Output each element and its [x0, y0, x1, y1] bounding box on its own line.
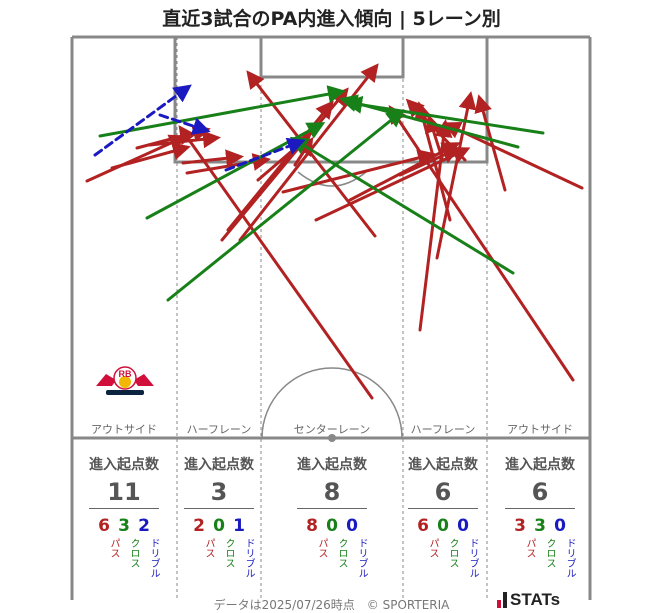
- lane-1-pass-label: パス: [203, 538, 214, 558]
- lane-2-cross-count: 0: [326, 516, 338, 536]
- lane-2-dribble-count: 0: [346, 516, 358, 536]
- lane-0-cross-label: クロス: [128, 538, 139, 568]
- pass-arrow-23: [425, 114, 444, 160]
- lane-1-cross-label: クロス: [223, 538, 234, 568]
- lane-4-pass-count: 3: [514, 516, 526, 536]
- cross-arrow-25: [98, 85, 346, 138]
- goal-area: [259, 35, 405, 79]
- lane-4-pass-label: パス: [524, 538, 535, 558]
- lane-4-dribble-count: 0: [554, 516, 566, 536]
- lane-rule-0: [89, 508, 159, 509]
- lane-label-4: アウトサイド: [507, 423, 573, 436]
- lane-0-dribble-count: 2: [138, 516, 150, 536]
- lane-total-4: 6: [531, 478, 549, 506]
- lane-stat-head-1: 進入起点数: [184, 457, 254, 473]
- lane-stat-head-4: 進入起点数: [505, 457, 575, 473]
- dribble-arrow-31: [93, 84, 192, 157]
- lane-total-0: 11: [107, 478, 141, 506]
- lane-stat-head-3: 進入起点数: [408, 457, 478, 473]
- lane-rule-2: [297, 508, 367, 509]
- cross-arrow-28: [289, 136, 515, 275]
- footer-note: データは2025/07/26時点 © SPORTERIA: [213, 598, 450, 612]
- lane-label-3: ハーフレーン: [410, 423, 476, 436]
- lane-3-cross-label: クロス: [447, 538, 458, 568]
- pass-arrow-24: [398, 146, 461, 177]
- lane-rule-4: [505, 508, 575, 509]
- lane-1-cross-count: 0: [213, 516, 225, 536]
- lane-1-dribble-label: ドリブル: [243, 538, 254, 578]
- lane-4-cross-label: クロス: [544, 538, 555, 568]
- cross-arrow-30: [339, 94, 520, 149]
- lane-0-cross-count: 3: [118, 516, 130, 536]
- lane-4-dribble-label: ドリブル: [564, 538, 575, 578]
- page-title: 直近3試合のPA内進入傾向 | 5レーン別: [162, 8, 501, 30]
- pass-arrow-6: [178, 125, 374, 400]
- lane-2-cross-label: クロス: [336, 538, 347, 568]
- pass-arrow-7: [246, 70, 377, 238]
- pass-arrow-1: [110, 142, 191, 170]
- lane-label-2: センターレーン: [293, 423, 371, 436]
- lane-stat-head-2: 進入起点数: [297, 457, 367, 473]
- lane-1-pass-count: 2: [193, 516, 205, 536]
- lane-4-cross-count: 3: [534, 516, 546, 536]
- penalty-arc: [297, 171, 367, 187]
- lane-stat-head-0: 進入起点数: [89, 457, 159, 473]
- pass-arrow-8: [238, 63, 379, 242]
- svg-text:RB: RB: [119, 369, 132, 379]
- lane-2-pass-count: 8: [306, 516, 318, 536]
- pass-arrow-4: [181, 149, 244, 168]
- dribble-arrow-32: [158, 113, 211, 135]
- stats-logo-icon: [497, 592, 507, 608]
- cross-arrow-29: [344, 95, 545, 135]
- entry-arrows: [85, 63, 584, 400]
- pass-arrow-21: [474, 94, 507, 192]
- lane-rule-1: [184, 508, 254, 509]
- lane-2-pass-label: パス: [316, 538, 327, 558]
- penalty-area: [173, 35, 489, 164]
- lane-3-cross-count: 0: [437, 516, 449, 536]
- center-circle: [261, 367, 403, 442]
- club-logo: RB: [96, 366, 154, 395]
- pass-arrow-19: [388, 105, 575, 382]
- cross-arrow-27: [166, 109, 405, 302]
- brand-logo-text: STATs: [510, 590, 561, 609]
- lane-0-dribble-label: ドリブル: [148, 538, 159, 578]
- lane-dividers: [176, 37, 488, 600]
- pass-arrow-0: [85, 134, 188, 183]
- lane-0-pass-label: パス: [108, 538, 119, 558]
- lane-3-dribble-label: ドリブル: [467, 538, 478, 578]
- lane-total-2: 8: [323, 478, 341, 506]
- lane-3-pass-label: パス: [427, 538, 438, 558]
- lane-total-3: 6: [434, 478, 452, 506]
- lane-0-pass-count: 6: [98, 516, 110, 536]
- lane-rule-3: [408, 508, 478, 509]
- pass-arrow-18: [414, 101, 452, 222]
- dribble-arrow-33: [224, 137, 306, 172]
- lane-2-dribble-label: ドリブル: [356, 538, 367, 578]
- lane-label-1: ハーフレーン: [186, 423, 252, 436]
- lane-total-1: 3: [210, 478, 228, 506]
- lane-label-0: アウトサイド: [91, 423, 157, 436]
- lane-1-dribble-count: 1: [233, 516, 245, 536]
- lane-3-dribble-count: 0: [457, 516, 469, 536]
- lane-3-pass-count: 6: [417, 516, 429, 536]
